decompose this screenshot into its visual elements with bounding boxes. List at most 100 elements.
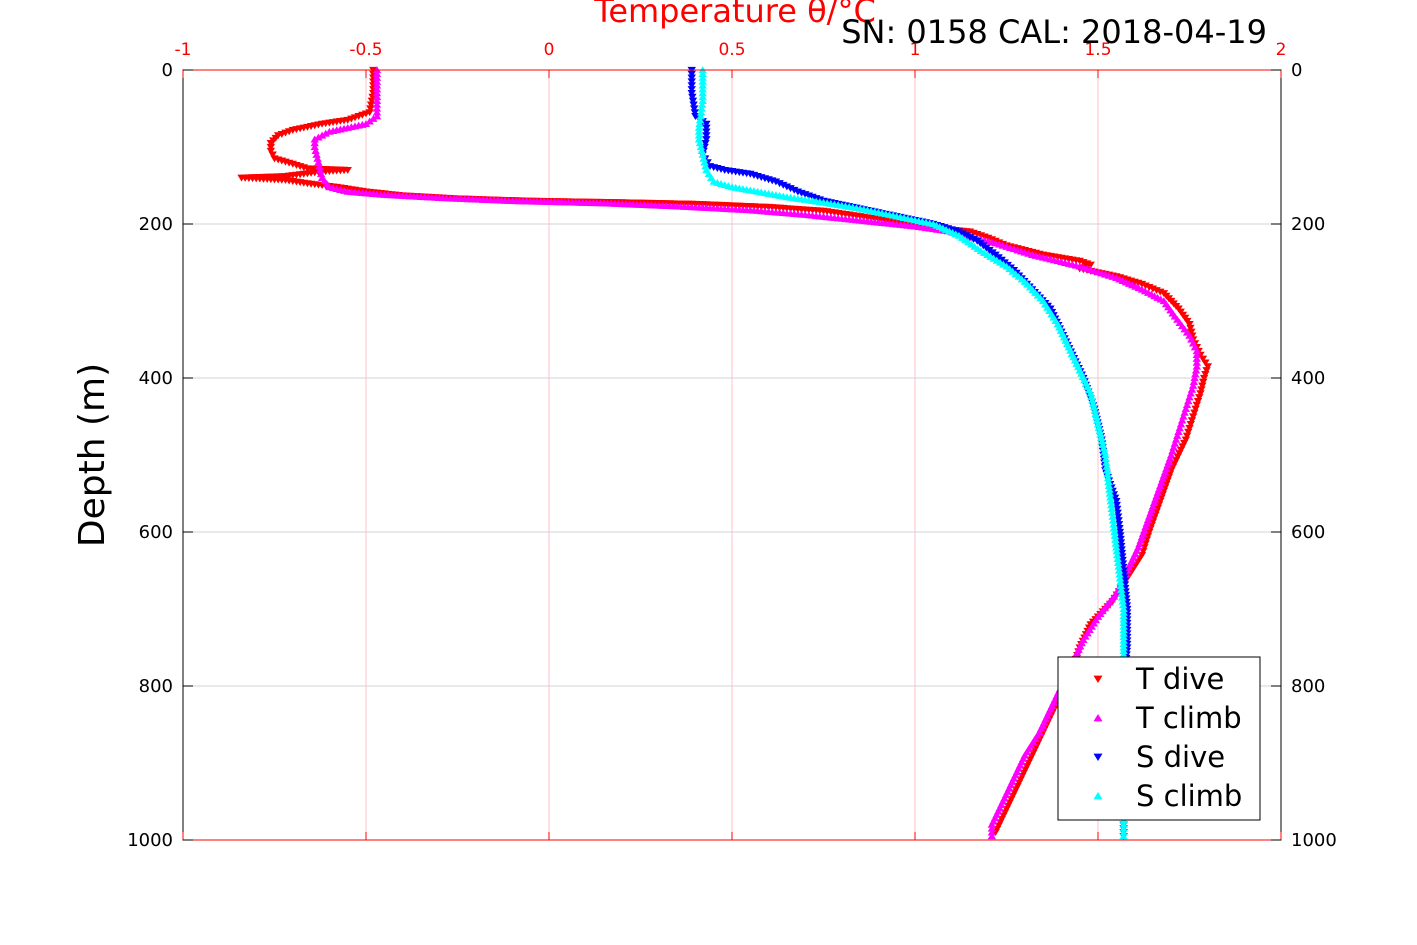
data-point — [1191, 405, 1200, 413]
data-point — [702, 136, 711, 144]
data-point — [1201, 359, 1210, 367]
data-point — [372, 97, 382, 104]
data-point — [312, 150, 321, 158]
data-point — [310, 135, 319, 143]
data-point — [316, 170, 326, 178]
data-point — [699, 154, 708, 162]
data-point — [1114, 517, 1123, 525]
data-point — [1115, 574, 1125, 582]
data-point — [965, 234, 975, 242]
data-point — [694, 131, 704, 139]
data-point — [1111, 535, 1120, 543]
data-point — [1118, 593, 1127, 601]
data-point — [689, 101, 698, 109]
data-point — [1092, 413, 1101, 421]
data-point — [1185, 320, 1194, 328]
data-point — [694, 123, 704, 131]
data-point — [702, 132, 711, 140]
data-point — [1107, 508, 1117, 516]
y-tick-label-left: 200 — [139, 214, 173, 235]
data-point — [1113, 559, 1123, 566]
data-point — [1110, 528, 1119, 536]
data-point — [1177, 416, 1187, 424]
data-point — [1118, 556, 1127, 564]
data-point — [1192, 401, 1202, 409]
data-point — [1195, 394, 1204, 402]
data-point — [1170, 439, 1180, 447]
data-point — [316, 166, 325, 174]
data-point — [958, 230, 967, 238]
data-point — [698, 73, 707, 81]
data-point — [1182, 401, 1192, 409]
data-point — [987, 828, 997, 836]
data-point — [1119, 650, 1128, 658]
data-point — [1119, 619, 1128, 627]
data-point — [1111, 539, 1121, 547]
data-point — [1118, 601, 1128, 609]
data-point — [1098, 440, 1108, 448]
data-point — [1118, 597, 1127, 605]
data-point — [1102, 466, 1112, 474]
data-point — [698, 81, 707, 89]
data-point — [1188, 413, 1198, 421]
data-point — [1199, 374, 1209, 382]
data-point — [1119, 832, 1128, 840]
legend-marker — [1093, 713, 1103, 722]
data-point — [1117, 585, 1126, 593]
data-point — [1117, 542, 1126, 550]
data-point — [266, 143, 276, 151]
data-point — [1113, 513, 1123, 521]
data-point — [698, 70, 707, 77]
data-point — [372, 70, 382, 77]
data-point — [1192, 362, 1202, 370]
data-point — [266, 147, 276, 155]
data-point — [1119, 820, 1128, 828]
data-point — [694, 135, 704, 143]
data-point — [1119, 633, 1128, 641]
legend-label: T dive — [1135, 662, 1224, 696]
data-point — [1100, 447, 1109, 455]
data-point — [696, 143, 706, 151]
data-point — [1112, 501, 1121, 509]
legend-marker — [1093, 791, 1103, 800]
data-point — [1119, 640, 1128, 648]
x-tick-label: 0 — [544, 40, 555, 60]
data-point — [1101, 451, 1110, 459]
data-point — [1107, 501, 1116, 509]
data-point — [1176, 420, 1186, 428]
data-point — [1187, 328, 1196, 336]
data-point — [701, 140, 710, 147]
data-point — [1196, 390, 1205, 398]
data-point — [1114, 562, 1123, 570]
data-point — [702, 120, 711, 128]
data-point — [1108, 512, 1117, 520]
data-point — [1108, 516, 1118, 524]
data-point — [1116, 532, 1125, 540]
data-point — [690, 109, 699, 117]
data-point — [1102, 462, 1111, 470]
data-point — [701, 162, 710, 170]
data-point — [1088, 399, 1098, 407]
data-point — [1192, 354, 1202, 362]
x-tick-label: -0.5 — [349, 40, 382, 60]
data-point — [1119, 824, 1128, 832]
data-point — [1105, 485, 1114, 493]
data-point — [1201, 371, 1210, 378]
data-point — [697, 104, 706, 112]
data-point — [1203, 363, 1212, 371]
data-point — [1109, 520, 1118, 528]
data-point — [372, 77, 382, 85]
x-tick-label: 1.5 — [1084, 40, 1111, 60]
data-point — [687, 89, 696, 97]
data-point — [987, 824, 997, 832]
y-tick-label-right: 200 — [1291, 214, 1325, 235]
data-point — [1171, 435, 1181, 443]
data-point — [688, 93, 697, 101]
data-point — [1119, 636, 1128, 644]
data-point — [1115, 525, 1124, 532]
data-point — [1104, 482, 1114, 489]
data-point — [1101, 455, 1110, 462]
x-tick-label: -1 — [175, 40, 192, 60]
data-point — [1189, 378, 1199, 385]
